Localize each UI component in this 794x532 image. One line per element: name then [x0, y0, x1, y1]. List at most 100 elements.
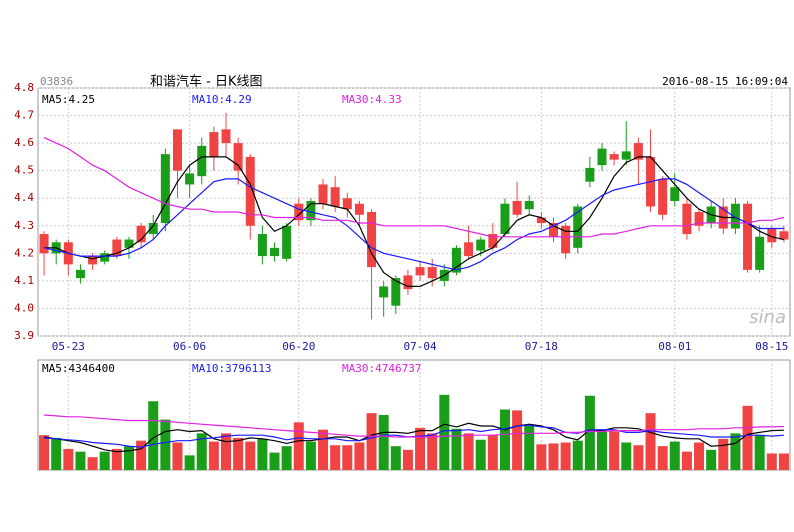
x-tick-label: 08-15 — [755, 340, 788, 353]
candle-body — [573, 206, 583, 248]
candle-body — [488, 234, 498, 248]
volume-bar — [342, 445, 353, 470]
volume-bar — [778, 453, 789, 470]
volume-bar — [378, 415, 389, 470]
volume-bar — [742, 405, 753, 470]
volume-bar — [536, 444, 547, 470]
candle-body — [548, 223, 558, 237]
candle-body — [585, 167, 595, 182]
volume-bar — [39, 435, 50, 470]
legend-entry: MA30:4746737 — [342, 362, 421, 375]
volume-bar — [766, 453, 777, 470]
volume-bar — [633, 445, 644, 470]
candle-body — [500, 203, 510, 235]
x-tick-label: 06-20 — [282, 340, 315, 353]
volume-bar — [718, 438, 729, 470]
candle-body — [427, 267, 437, 279]
volume-bar — [75, 451, 86, 470]
volume-bar — [366, 413, 377, 470]
volume-bar — [87, 457, 98, 470]
candle-body — [755, 236, 765, 270]
volume-bar — [330, 445, 341, 470]
volume-bar — [427, 433, 438, 470]
volume-bar — [706, 449, 717, 470]
candle-body — [379, 286, 389, 298]
legend-entry: MA5:4346400 — [42, 362, 115, 375]
volume-bar — [281, 446, 292, 470]
volume-bar — [669, 441, 680, 470]
volume-bar — [245, 441, 256, 470]
volume-bar — [645, 413, 656, 470]
x-tick-label: 05-23 — [52, 340, 85, 353]
candle-body — [476, 239, 486, 251]
price-frame — [37, 87, 791, 337]
y-tick-label: 4.0 — [14, 301, 34, 314]
candle-body — [270, 247, 280, 257]
candle-body — [609, 154, 619, 160]
candle-body — [743, 203, 753, 270]
candle-body — [536, 217, 546, 224]
candle-body — [658, 178, 668, 215]
watermark: sina — [749, 307, 786, 328]
candle-body — [209, 132, 219, 157]
volume-bar — [136, 440, 147, 470]
volume-bar — [439, 394, 450, 470]
candle-body — [464, 242, 474, 257]
volume-bar — [681, 451, 692, 470]
volume-bar — [475, 439, 486, 470]
volume-bar — [184, 455, 195, 470]
candle-body — [682, 203, 692, 235]
candle-body — [621, 151, 631, 160]
candle-body — [512, 200, 522, 215]
volume-bar — [257, 438, 268, 470]
datetime: 2016-08-15 16:09:04 — [662, 75, 788, 88]
candle-body — [112, 239, 122, 257]
volume-bar — [221, 433, 231, 470]
volume-bar — [512, 410, 523, 470]
candle-body — [670, 187, 680, 201]
volume-bar — [609, 431, 620, 470]
y-tick-label: 4.7 — [14, 109, 34, 122]
volume-bar — [51, 437, 62, 470]
candle-body — [330, 187, 340, 207]
volume-bar — [269, 452, 280, 470]
y-tick-label: 4.4 — [14, 191, 34, 204]
candle-body — [160, 154, 170, 224]
candle-body — [136, 225, 146, 243]
volume-bar — [463, 433, 474, 470]
volume-bar — [293, 422, 304, 470]
volume-bar — [597, 429, 607, 470]
candle-body — [451, 247, 461, 273]
candle-body — [306, 200, 316, 221]
legend-entry: MA5:4.25 — [42, 93, 95, 106]
ma-line — [43, 178, 784, 271]
candle-body — [124, 239, 134, 248]
legend-entry: MA10:4.29 — [192, 93, 252, 106]
volume-bar — [499, 409, 510, 470]
candle-body — [148, 223, 158, 235]
legend-entry: MA10:3796113 — [192, 362, 271, 375]
y-tick-label: 4.6 — [14, 136, 34, 149]
volume-bar — [233, 437, 244, 470]
volume-bar — [208, 441, 219, 470]
volume-bar — [560, 442, 571, 470]
volume-bar — [584, 395, 595, 470]
volume-bar — [196, 433, 207, 470]
candle-body — [88, 256, 98, 265]
candle-body — [185, 173, 195, 185]
candle-body — [779, 231, 789, 240]
candle-body — [524, 200, 534, 210]
volume-bar — [487, 435, 498, 470]
volume-bar — [111, 448, 122, 470]
stock-code: 03836 — [40, 75, 73, 88]
volume-bar — [318, 429, 329, 470]
candle-body — [221, 129, 231, 144]
candle-body — [75, 269, 85, 279]
candle-body — [730, 203, 740, 229]
legend-entry: MA30:4.33 — [342, 93, 402, 106]
volume-bar — [694, 442, 705, 470]
candle-body — [172, 129, 182, 171]
candle-body — [39, 234, 49, 254]
